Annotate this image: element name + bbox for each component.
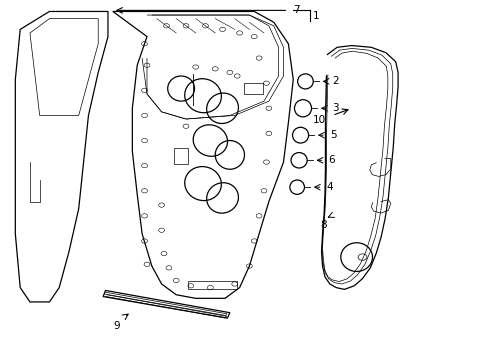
Text: 1: 1 — [312, 11, 319, 21]
Text: 6: 6 — [328, 155, 334, 165]
Text: 7: 7 — [293, 5, 299, 15]
Text: 2: 2 — [331, 76, 338, 86]
Text: 10: 10 — [312, 115, 325, 125]
Text: 3: 3 — [331, 103, 338, 113]
Text: 5: 5 — [329, 130, 336, 140]
Text: 4: 4 — [326, 182, 332, 192]
Text: 8: 8 — [320, 220, 326, 230]
Text: 9: 9 — [113, 321, 120, 331]
